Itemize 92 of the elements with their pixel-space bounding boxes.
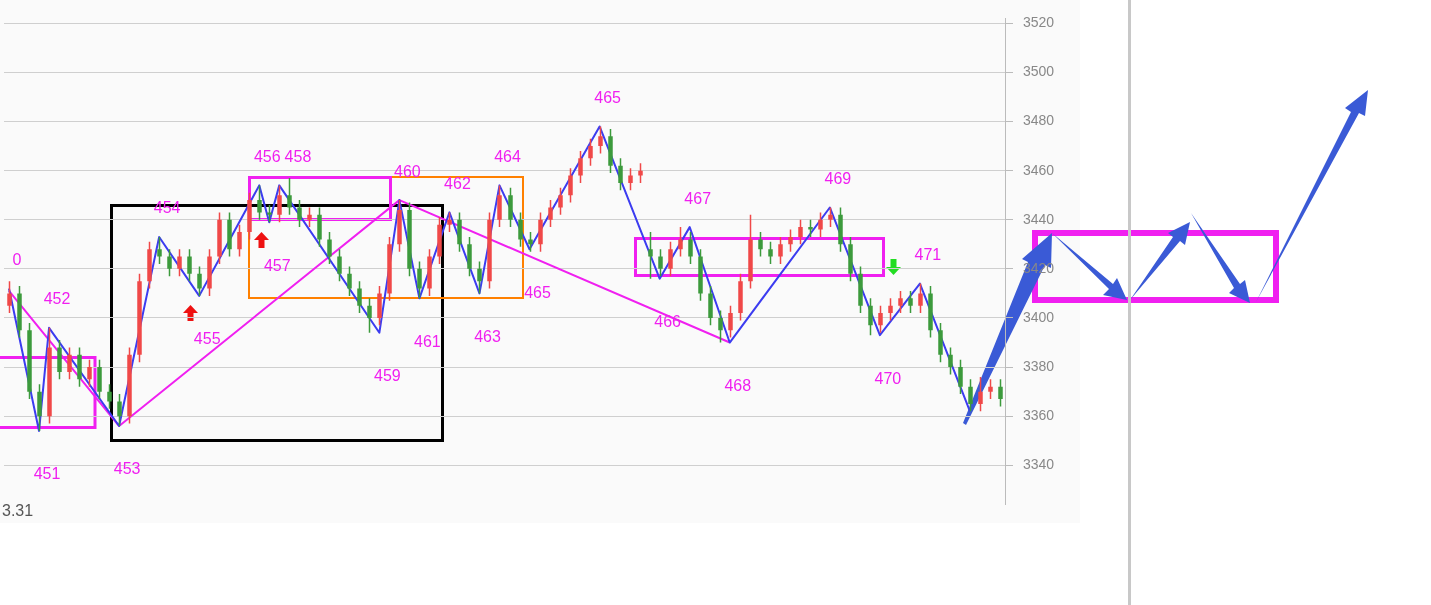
candlestick: [157, 236, 162, 265]
candlestick: [257, 184, 262, 221]
candlestick: [477, 260, 482, 295]
candlestick: [678, 226, 683, 258]
annotation: 460: [394, 162, 421, 180]
candlestick: [768, 241, 773, 265]
candlestick: [918, 282, 923, 314]
candlestick: [528, 231, 533, 253]
candlestick: [988, 378, 993, 400]
candlestick: [778, 236, 783, 265]
y-tick-label: 3500: [1023, 63, 1055, 80]
annotation: 457: [263, 256, 291, 274]
annotation: 456: [253, 147, 281, 165]
candlestick: [337, 248, 342, 282]
candlestick: [888, 297, 893, 322]
candlestick: [898, 290, 903, 314]
candlestick: [668, 241, 673, 277]
annotation: 3.31: [2, 502, 34, 520]
candlestick: [998, 378, 1003, 408]
y-tick-label: 3380: [1023, 357, 1055, 374]
candlestick: [177, 248, 182, 277]
candlestick: [948, 346, 953, 376]
y-tick-label: 3400: [1023, 308, 1055, 325]
candlestick: [367, 297, 372, 334]
annotation: 471: [914, 246, 942, 264]
annotation: 465: [524, 283, 551, 301]
candlestick: [598, 125, 603, 155]
y-tick-label: 3360: [1023, 407, 1055, 424]
candlestick: [868, 297, 873, 336]
y-tick-label: 3340: [1023, 456, 1055, 473]
annotation: 462: [444, 174, 471, 192]
candlestick: [7, 280, 12, 314]
candlestick: [798, 219, 803, 246]
candlestick: [237, 223, 242, 258]
candlestick: [87, 358, 92, 388]
annotation: 470: [874, 369, 902, 387]
candlestick: [718, 309, 723, 344]
candlestick: [878, 304, 883, 334]
candlestick: [447, 211, 452, 233]
candlestick: [728, 304, 733, 339]
annotation: 468: [724, 376, 752, 394]
candlestick: [828, 206, 833, 228]
candlestick: [958, 358, 963, 395]
candlestick: [638, 162, 643, 184]
candlestick: [277, 184, 282, 223]
annotation: 463: [474, 327, 501, 345]
candlestick: [197, 265, 202, 297]
candlestick: [107, 383, 112, 410]
candlestick: [788, 228, 793, 253]
candlestick: [548, 199, 553, 228]
annotation: 451: [33, 465, 61, 483]
candlestick: [688, 231, 693, 265]
annotation: 464: [494, 147, 521, 165]
candlestick: [578, 150, 583, 184]
candlestick: [648, 231, 653, 280]
candlestick: [297, 199, 302, 228]
annotation: 453: [113, 460, 141, 478]
candlestick: [628, 167, 633, 192]
candlestick: [978, 376, 983, 413]
candlestick: [568, 167, 573, 204]
annotation: 467: [684, 189, 712, 207]
annotation: 0: [12, 250, 22, 268]
candlestick: [658, 248, 663, 277]
annotation: 455: [193, 330, 221, 348]
candlestick: [307, 206, 312, 228]
candlestick: [518, 211, 523, 248]
annotation: 458: [284, 147, 312, 165]
candlestick: [167, 248, 172, 277]
annotation: 469: [824, 169, 852, 187]
candlestick: [558, 187, 563, 216]
annotation: 461: [414, 332, 441, 350]
candlestick: [758, 231, 763, 258]
annotation: 452: [43, 290, 71, 308]
y-tick-label: 3480: [1023, 112, 1055, 129]
candlestick: [347, 265, 352, 297]
candlestick: [417, 260, 422, 300]
candlestick: [618, 157, 623, 192]
candlestick: [908, 290, 913, 314]
y-tick-label: 3460: [1023, 161, 1055, 178]
candlestick: [588, 137, 593, 167]
candlestick: [327, 231, 332, 265]
annotation: 465: [594, 88, 622, 106]
candlestick: [117, 393, 122, 427]
candlestick: [187, 248, 192, 282]
y-tick-label: 3440: [1023, 210, 1055, 227]
candlestick: [287, 177, 292, 216]
candlestick: [818, 211, 823, 238]
candlestick: [357, 280, 362, 314]
candlestick: [67, 346, 72, 381]
y-tick-label: 3520: [1023, 14, 1055, 31]
annotation: 459: [374, 367, 401, 385]
candlestick: [968, 378, 973, 413]
